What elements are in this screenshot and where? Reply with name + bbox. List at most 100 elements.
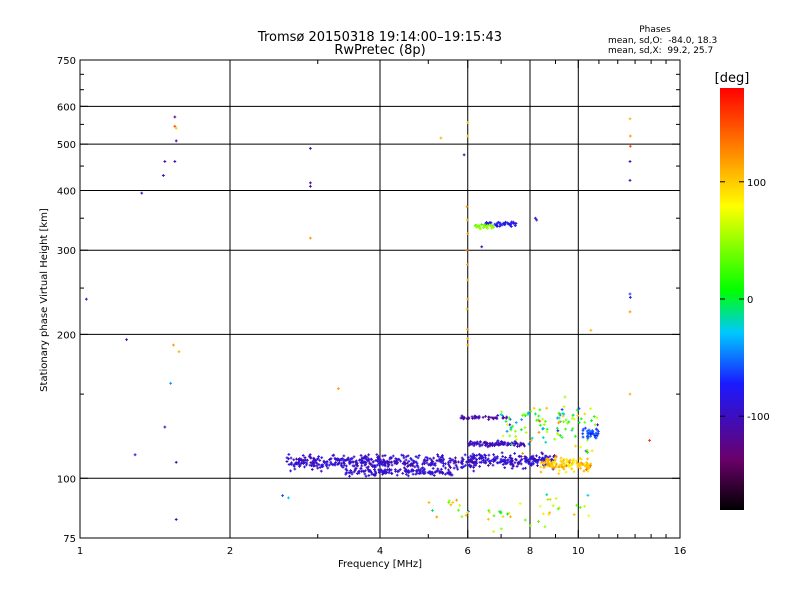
- data-point: [312, 464, 315, 468]
- data-point: [298, 458, 302, 462]
- data-point: [546, 461, 550, 465]
- data-point: [401, 471, 405, 475]
- data-point: [309, 461, 313, 464]
- data-point: [490, 416, 494, 420]
- data-point: [561, 414, 565, 418]
- data-point: [538, 408, 542, 412]
- data-point: [314, 461, 318, 464]
- data-point: [454, 456, 457, 460]
- data-point: [480, 460, 483, 464]
- data-point: [301, 454, 305, 457]
- data-point: [628, 160, 632, 163]
- data-point: [301, 458, 305, 462]
- data-point: [405, 470, 409, 474]
- data-point: [334, 461, 338, 464]
- data-point: [293, 467, 297, 471]
- data-point: [498, 221, 502, 225]
- data-point: [508, 223, 512, 227]
- data-point: [556, 416, 559, 420]
- data-point: [359, 453, 363, 457]
- data-point: [496, 439, 500, 443]
- data-point: [387, 460, 391, 464]
- data-point: [360, 464, 364, 468]
- data-point: [495, 221, 499, 225]
- data-point: [485, 443, 489, 447]
- data-point: [549, 462, 553, 466]
- data-point: [390, 463, 394, 467]
- data-point: [375, 453, 379, 457]
- data-point: [416, 468, 420, 472]
- data-point: [488, 460, 491, 463]
- data-point: [309, 146, 312, 150]
- data-point: [289, 469, 292, 473]
- chart-subtitle: RwPretec (8p): [334, 43, 425, 58]
- data-point: [518, 444, 521, 448]
- data-point: [584, 465, 588, 469]
- data-point: [545, 430, 549, 434]
- data-point: [583, 462, 587, 466]
- data-point: [350, 472, 354, 476]
- data-point: [287, 457, 290, 461]
- data-point: [501, 463, 505, 466]
- data-point: [523, 444, 526, 448]
- data-point: [465, 460, 468, 464]
- data-point: [491, 444, 494, 447]
- data-point: [478, 465, 482, 468]
- data-point: [140, 191, 144, 195]
- data-point: [173, 124, 177, 128]
- data-point: [484, 440, 488, 444]
- data-point: [577, 407, 581, 411]
- data-point: [353, 460, 357, 464]
- data-point: [406, 474, 410, 478]
- data-point: [467, 463, 471, 467]
- data-point: [595, 416, 599, 420]
- data-point: [300, 461, 304, 465]
- data-point: [318, 459, 322, 462]
- data-point: [372, 473, 376, 477]
- data-point: [449, 473, 453, 477]
- data-point: [503, 222, 507, 226]
- data-point: [298, 464, 301, 468]
- data-point: [406, 454, 410, 458]
- data-point: [320, 456, 324, 460]
- data-point: [542, 462, 546, 466]
- data-point: [460, 466, 464, 470]
- data-point: [308, 453, 312, 457]
- data-point: [336, 387, 340, 391]
- data-point: [378, 460, 381, 464]
- data-point: [496, 461, 500, 465]
- data-point: [461, 458, 465, 461]
- data-point: [447, 462, 450, 466]
- data-point: [522, 412, 526, 416]
- data-point: [577, 463, 581, 466]
- data-point: [394, 461, 398, 464]
- data-point: [428, 463, 432, 467]
- data-point: [400, 453, 404, 457]
- data-point: [487, 453, 491, 457]
- data-point: [394, 468, 397, 472]
- data-point: [584, 426, 587, 430]
- data-point: [577, 421, 581, 424]
- data-point: [309, 236, 312, 240]
- data-point: [174, 139, 178, 143]
- data-point: [586, 493, 590, 497]
- legend-title: Phases: [639, 25, 671, 35]
- data-point: [383, 454, 387, 457]
- data-point: [506, 458, 510, 462]
- data-point: [565, 464, 568, 468]
- data-point: [449, 466, 452, 469]
- data-point: [518, 460, 522, 464]
- data-point: [370, 471, 374, 475]
- data-point: [364, 456, 367, 460]
- data-point: [499, 511, 503, 515]
- data-point: [569, 464, 573, 467]
- data-point: [333, 456, 337, 460]
- data-point: [518, 454, 522, 458]
- data-point: [480, 245, 484, 249]
- data-point: [303, 465, 306, 469]
- data-point: [520, 418, 524, 422]
- data-point: [511, 220, 515, 224]
- data-point: [565, 458, 569, 461]
- data-point: [285, 456, 289, 460]
- data-point: [484, 461, 488, 465]
